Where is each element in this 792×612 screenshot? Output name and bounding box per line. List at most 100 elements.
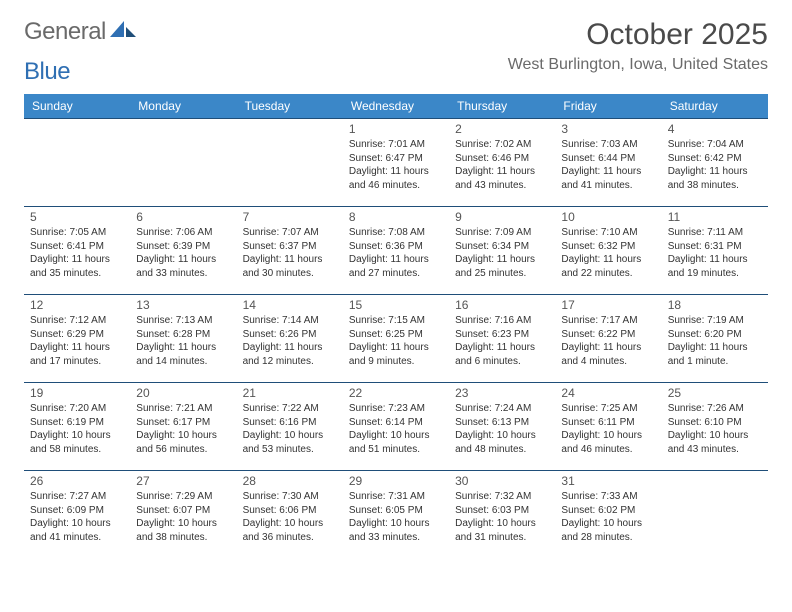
day-info: Sunrise: 7:20 AMSunset: 6:19 PMDaylight:… [30,402,124,456]
calendar-day-cell: 8Sunrise: 7:08 AMSunset: 6:36 PMDaylight… [343,207,449,295]
sunset-text: Sunset: 6:36 PM [349,240,443,254]
sunset-text: Sunset: 6:05 PM [349,504,443,518]
sunrise-text: Sunrise: 7:26 AM [668,402,762,416]
sunset-text: Sunset: 6:26 PM [243,328,337,342]
daylight-text: Daylight: 11 hours and 46 minutes. [349,165,443,192]
calendar-day-cell: 2 Sunrise: 7:02 AMSunset: 6:46 PMDaylight… [449,119,555,207]
sunrise-text: Sunrise: 7:31 AM [349,490,443,504]
day-number: 28 [243,474,337,488]
day-info: Sunrise: 7:24 AMSunset: 6:13 PMDaylight:… [455,402,549,456]
day-info: Sunrise: 7:19 AMSunset: 6:20 PMDaylight:… [668,314,762,368]
day-info: Sunrise: 7:33 AMSunset: 6:02 PMDaylight:… [561,490,655,544]
day-number: 5 [30,210,124,224]
day-info: Sunrise: 7:04 AMSunset: 6:42 PMDaylight:… [668,138,762,192]
sunset-text: Sunset: 6:42 PM [668,152,762,166]
day-info: Sunrise: 7:25 AMSunset: 6:11 PMDaylight:… [561,402,655,456]
calendar-day-cell [237,119,343,207]
weekday-head: Tuesday [237,94,343,119]
sunset-text: Sunset: 6:06 PM [243,504,337,518]
day-number: 14 [243,298,337,312]
day-number: 19 [30,386,124,400]
sunrise-text: Sunrise: 7:23 AM [349,402,443,416]
daylight-text: Daylight: 10 hours and 48 minutes. [455,429,549,456]
daylight-text: Daylight: 11 hours and 12 minutes. [243,341,337,368]
calendar-day-cell: 9Sunrise: 7:09 AMSunset: 6:34 PMDaylight… [449,207,555,295]
calendar-table: Sunday Monday Tuesday Wednesday Thursday… [24,94,768,559]
calendar-body: 1Sunrise: 7:01 AMSunset: 6:47 PMDaylight… [24,119,768,559]
calendar-day-cell: 28Sunrise: 7:30 AMSunset: 6:06 PMDayligh… [237,471,343,559]
day-number: 30 [455,474,549,488]
calendar-day-cell [662,471,768,559]
sunrise-text: Sunrise: 7:17 AM [561,314,655,328]
sunset-text: Sunset: 6:09 PM [30,504,124,518]
location-subtitle: West Burlington, Iowa, United States [508,56,768,74]
calendar-day-cell: 14 Sunrise: 7:14 AMSunset: 6:26 PMDayligh… [237,295,343,383]
sunrise-text: Sunrise: 7:15 AM [349,314,443,328]
sunset-text: Sunset: 6:16 PM [243,416,337,430]
calendar-day-cell: 7 Sunrise: 7:07 AMSunset: 6:37 PMDaylight… [237,207,343,295]
daylight-text: Daylight: 11 hours and 43 minutes. [455,165,549,192]
sunrise-text: Sunrise: 7:32 AM [455,490,549,504]
brand-part2: Blue [24,58,70,86]
sunrise-text: Sunrise: 7:01 AM [349,138,443,152]
day-number: 20 [136,386,230,400]
day-number: 23 [455,386,549,400]
sunrise-text: Sunrise: 7:22 AM [243,402,337,416]
sunset-text: Sunset: 6:29 PM [30,328,124,342]
day-info: Sunrise: 7:03 AMSunset: 6:44 PMDaylight:… [561,138,655,192]
calendar-day-cell: 11Sunrise: 7:11 AMSunset: 6:31 PMDayligh… [662,207,768,295]
title-block: October 2025 West Burlington, Iowa, Unit… [508,18,768,74]
day-number: 21 [243,386,337,400]
day-info: Sunrise: 7:02 AMSunset: 6:46 PMDaylight:… [455,138,549,192]
day-info: Sunrise: 7:14 AMSunset: 6:26 PMDaylight:… [243,314,337,368]
day-info: Sunrise: 7:10 AMSunset: 6:32 PMDaylight:… [561,226,655,280]
sunset-text: Sunset: 6:41 PM [30,240,124,254]
calendar-week-row: 19 Sunrise: 7:20 AMSunset: 6:19 PMDayligh… [24,383,768,471]
calendar-week-row: 5Sunrise: 7:05 AMSunset: 6:41 PMDaylight… [24,207,768,295]
daylight-text: Daylight: 11 hours and 22 minutes. [561,253,655,280]
day-number: 2 [455,122,549,136]
sunset-text: Sunset: 6:02 PM [561,504,655,518]
sunrise-text: Sunrise: 7:33 AM [561,490,655,504]
daylight-text: Daylight: 10 hours and 46 minutes. [561,429,655,456]
sunrise-text: Sunrise: 7:09 AM [455,226,549,240]
calendar-day-cell: 15Sunrise: 7:15 AMSunset: 6:25 PMDayligh… [343,295,449,383]
daylight-text: Daylight: 11 hours and 17 minutes. [30,341,124,368]
sunrise-text: Sunrise: 7:19 AM [668,314,762,328]
calendar-week-row: 1Sunrise: 7:01 AMSunset: 6:47 PMDaylight… [24,119,768,207]
day-number: 4 [668,122,762,136]
daylight-text: Daylight: 11 hours and 38 minutes. [668,165,762,192]
sunrise-text: Sunrise: 7:12 AM [30,314,124,328]
day-number: 17 [561,298,655,312]
day-number: 7 [243,210,337,224]
sunset-text: Sunset: 6:11 PM [561,416,655,430]
calendar-day-cell: 26Sunrise: 7:27 AMSunset: 6:09 PMDayligh… [24,471,130,559]
sunrise-text: Sunrise: 7:20 AM [30,402,124,416]
day-info: Sunrise: 7:22 AMSunset: 6:16 PMDaylight:… [243,402,337,456]
day-info: Sunrise: 7:31 AMSunset: 6:05 PMDaylight:… [349,490,443,544]
day-number: 10 [561,210,655,224]
calendar-day-cell: 13Sunrise: 7:13 AMSunset: 6:28 PMDayligh… [130,295,236,383]
sunset-text: Sunset: 6:14 PM [349,416,443,430]
sunset-text: Sunset: 6:13 PM [455,416,549,430]
calendar-day-cell: 17 Sunrise: 7:17 AMSunset: 6:22 PMDayligh… [555,295,661,383]
sunset-text: Sunset: 6:25 PM [349,328,443,342]
brand-logo: General [24,18,136,46]
day-info: Sunrise: 7:27 AMSunset: 6:09 PMDaylight:… [30,490,124,544]
daylight-text: Daylight: 10 hours and 53 minutes. [243,429,337,456]
weekday-head: Saturday [662,94,768,119]
day-info: Sunrise: 7:26 AMSunset: 6:10 PMDaylight:… [668,402,762,456]
sunset-text: Sunset: 6:07 PM [136,504,230,518]
calendar-day-cell: 16Sunrise: 7:16 AMSunset: 6:23 PMDayligh… [449,295,555,383]
sunset-text: Sunset: 6:39 PM [136,240,230,254]
day-info: Sunrise: 7:09 AMSunset: 6:34 PMDaylight:… [455,226,549,280]
day-number: 22 [349,386,443,400]
day-info: Sunrise: 7:07 AMSunset: 6:37 PMDaylight:… [243,226,337,280]
calendar-day-cell: 19 Sunrise: 7:20 AMSunset: 6:19 PMDayligh… [24,383,130,471]
sunset-text: Sunset: 6:31 PM [668,240,762,254]
sunset-text: Sunset: 6:03 PM [455,504,549,518]
day-info: Sunrise: 7:06 AMSunset: 6:39 PMDaylight:… [136,226,230,280]
day-number: 8 [349,210,443,224]
day-info: Sunrise: 7:17 AMSunset: 6:22 PMDaylight:… [561,314,655,368]
sunrise-text: Sunrise: 7:25 AM [561,402,655,416]
